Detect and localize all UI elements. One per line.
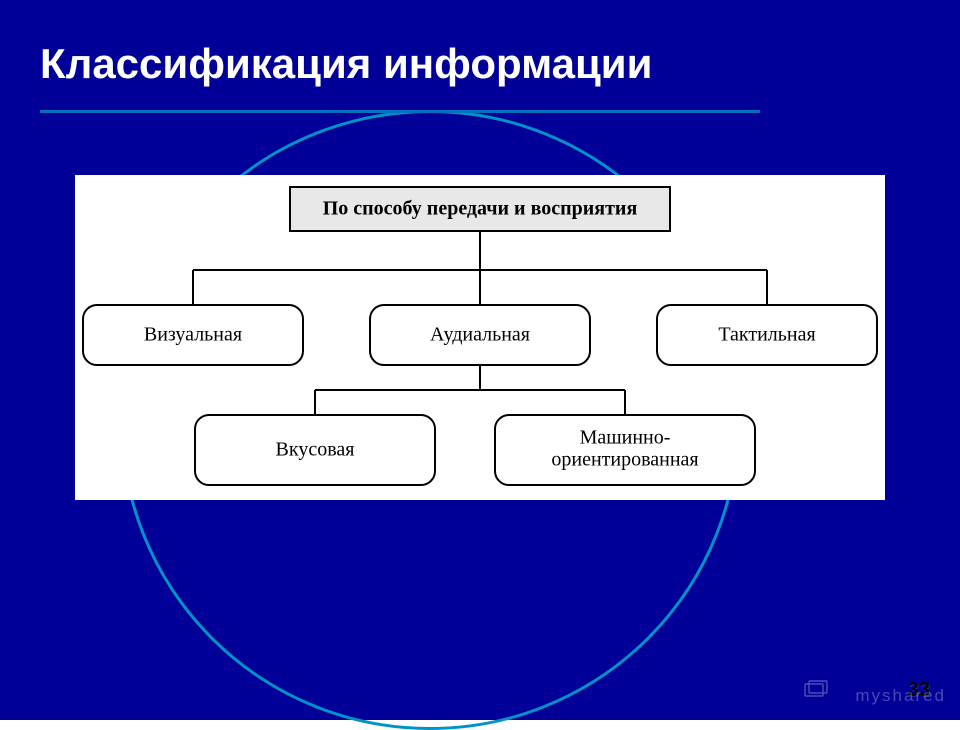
svg-text:Тактильная: Тактильная (718, 324, 815, 346)
slide-title: Классификация информации (40, 40, 652, 88)
svg-text:Аудиальная: Аудиальная (430, 324, 530, 346)
tree-diagram: По способу передачи и восприятия Визуальн… (75, 175, 885, 500)
svg-text:По способу передачи и восприят: По способу передачи и восприятия (323, 198, 638, 220)
svg-text:Визуальная: Визуальная (144, 324, 242, 346)
diagram-panel: По способу передачи и восприятия Визуальн… (75, 175, 885, 500)
svg-text:Вкусовая: Вкусовая (276, 439, 355, 461)
watermark-icon (804, 680, 830, 700)
watermark-text: myshared (855, 686, 946, 706)
title-underline (40, 110, 760, 113)
svg-text:ориентированная: ориентированная (551, 449, 698, 471)
svg-text:Машинно-: Машинно- (580, 427, 671, 449)
slide: Классификация информации По способу пере… (0, 0, 960, 720)
